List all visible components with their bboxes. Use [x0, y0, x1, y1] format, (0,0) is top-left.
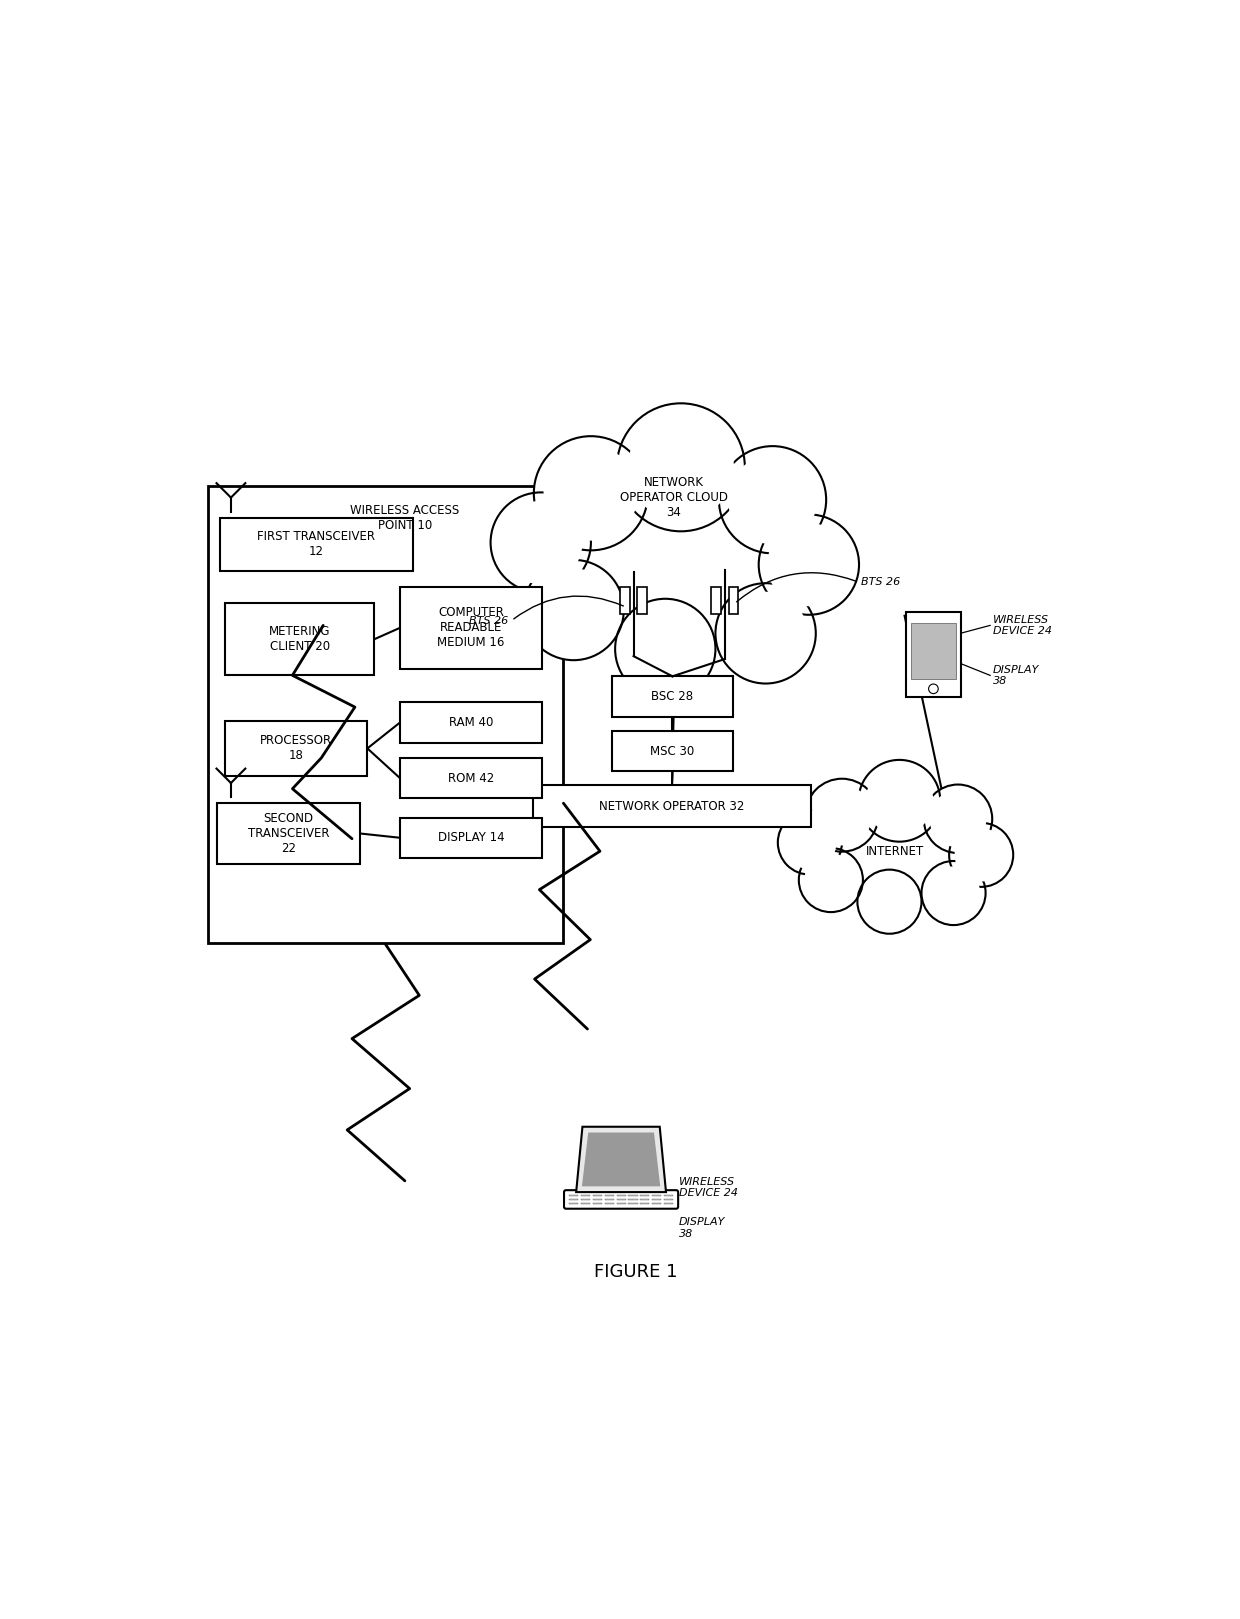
Text: DISPLAY
38: DISPLAY 38: [993, 664, 1039, 686]
Circle shape: [724, 591, 807, 675]
Circle shape: [805, 853, 858, 907]
Bar: [401, 758, 542, 798]
Text: BTS 26: BTS 26: [470, 615, 508, 625]
Text: WIRELESS
DEVICE 24: WIRELESS DEVICE 24: [993, 615, 1052, 636]
Circle shape: [955, 829, 1008, 881]
Circle shape: [616, 403, 745, 531]
Text: DISPLAY
38: DISPLAY 38: [678, 1217, 725, 1239]
Bar: [613, 732, 733, 772]
Circle shape: [491, 492, 591, 593]
Circle shape: [728, 455, 817, 544]
Circle shape: [812, 785, 872, 845]
Circle shape: [715, 583, 816, 683]
FancyBboxPatch shape: [564, 1190, 678, 1209]
Circle shape: [857, 869, 921, 934]
Bar: [221, 518, 413, 570]
Bar: [208, 486, 563, 942]
Circle shape: [784, 816, 837, 869]
Text: COMPUTER
READABLE
MEDIUM 16: COMPUTER READABLE MEDIUM 16: [438, 606, 505, 649]
Text: WIRELESS ACCESS
POINT 10: WIRELESS ACCESS POINT 10: [350, 504, 460, 533]
Circle shape: [624, 607, 707, 691]
Text: PROCESSOR
18: PROCESSOR 18: [260, 735, 332, 763]
Bar: [905, 612, 961, 696]
Circle shape: [929, 683, 939, 693]
Text: DISPLAY 14: DISPLAY 14: [438, 831, 505, 843]
Circle shape: [500, 500, 583, 584]
Circle shape: [534, 436, 649, 550]
Circle shape: [627, 414, 734, 520]
Polygon shape: [582, 1133, 660, 1187]
Circle shape: [543, 445, 639, 541]
Bar: [401, 588, 542, 669]
Text: FIRST TRANSCEIVER
12: FIRST TRANSCEIVER 12: [258, 529, 376, 559]
Circle shape: [806, 779, 878, 852]
Circle shape: [928, 866, 980, 920]
Text: NETWORK
OPERATOR CLOUD
34: NETWORK OPERATOR CLOUD 34: [620, 476, 728, 520]
Text: SECOND
TRANSCEIVER
22: SECOND TRANSCEIVER 22: [248, 813, 330, 855]
Circle shape: [768, 523, 851, 606]
Circle shape: [949, 822, 1013, 887]
Text: INTERNET: INTERNET: [866, 845, 924, 858]
Text: METERING
CLIENT 20: METERING CLIENT 20: [269, 625, 330, 654]
Text: RAM 40: RAM 40: [449, 716, 494, 729]
Bar: [401, 818, 542, 858]
Bar: [533, 785, 811, 827]
Bar: [729, 588, 738, 614]
Circle shape: [719, 447, 826, 554]
Circle shape: [858, 759, 940, 842]
Bar: [217, 803, 360, 863]
Circle shape: [863, 876, 916, 928]
Text: BSC 28: BSC 28: [651, 690, 693, 703]
Circle shape: [777, 811, 842, 874]
Bar: [620, 588, 630, 614]
Circle shape: [615, 599, 715, 699]
Bar: [911, 623, 956, 680]
Circle shape: [924, 785, 992, 853]
Bar: [712, 588, 720, 614]
Bar: [226, 720, 367, 776]
Text: FIGURE 1: FIGURE 1: [594, 1263, 677, 1281]
Text: WIRELESS
DEVICE 24: WIRELESS DEVICE 24: [678, 1177, 738, 1198]
Text: MSC 30: MSC 30: [650, 745, 694, 758]
Text: NETWORK OPERATOR 32: NETWORK OPERATOR 32: [599, 800, 745, 813]
Bar: [208, 486, 563, 942]
Circle shape: [523, 560, 624, 661]
Circle shape: [532, 568, 615, 652]
Bar: [226, 604, 374, 675]
Text: BTS 26: BTS 26: [862, 576, 900, 588]
Circle shape: [759, 515, 859, 615]
Bar: [613, 677, 733, 717]
Circle shape: [930, 790, 986, 847]
Circle shape: [799, 848, 863, 911]
Circle shape: [866, 767, 934, 835]
Polygon shape: [577, 1127, 666, 1192]
Circle shape: [921, 861, 986, 924]
Text: ROM 42: ROM 42: [448, 772, 495, 785]
Bar: [637, 588, 647, 614]
Bar: [401, 703, 542, 743]
